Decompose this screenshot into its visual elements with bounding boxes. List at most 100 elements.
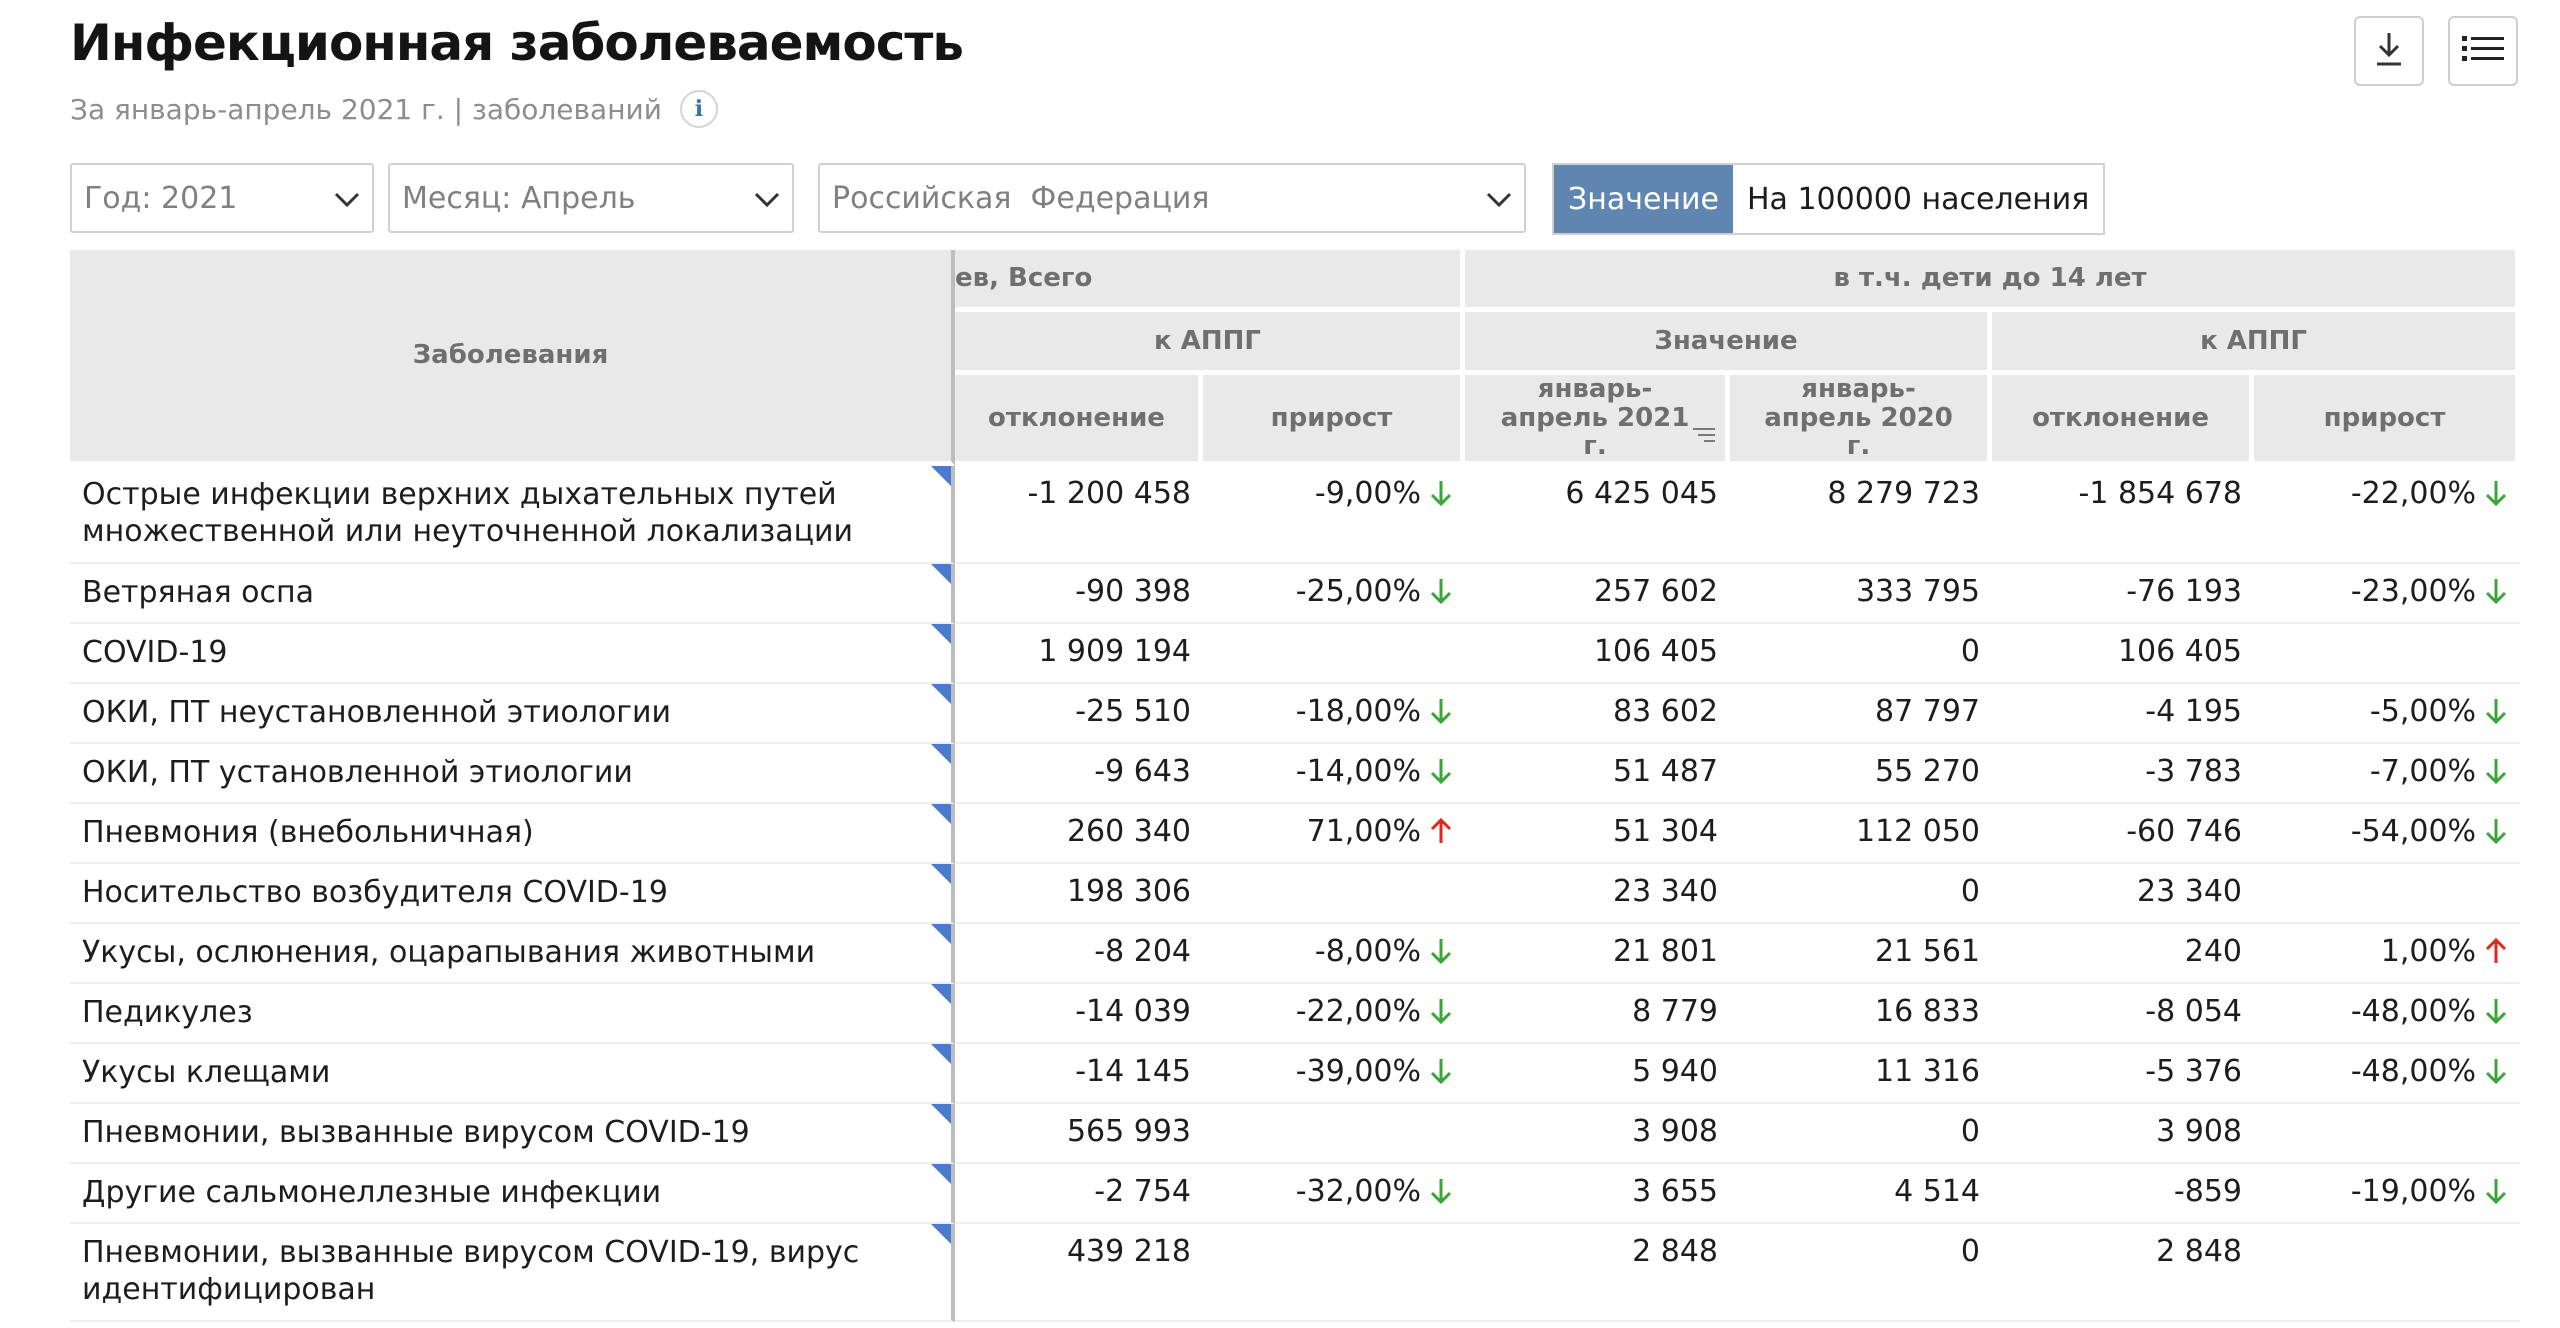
header-jan-apr-2021[interactable]: январь-апрель 2021 г. <box>1465 375 1731 466</box>
disease-table-container[interactable]: Заболевания ев, Всего в т.ч. дети до 14 … <box>70 250 2520 1328</box>
table-row[interactable]: Пневмонии, вызванные вирусом COVID-19 565… <box>70 1103 2520 1164</box>
sort-icon[interactable] <box>1693 422 1716 451</box>
growth-cell <box>1203 1224 1466 1322</box>
disease-name-cell[interactable]: Ветряная оспа <box>70 563 955 624</box>
growth-cell: -25,00% <box>1203 564 1466 624</box>
growth-cell <box>1203 624 1466 684</box>
arrow-down-icon <box>1429 577 1453 605</box>
value-2020-cell: 11 316 <box>1730 1044 1993 1104</box>
value-2020-cell: 21 561 <box>1730 924 1993 984</box>
deviation-children-cell: -859 <box>1992 1164 2255 1224</box>
arrow-down-icon <box>1429 1057 1453 1085</box>
disease-name-cell[interactable]: Пневмонии, вызванные вирусом COVID-19, в… <box>70 1223 955 1322</box>
growth-children-cell-value: -23,00% <box>2350 573 2477 609</box>
header-deviation-children[interactable]: отклонение <box>1992 375 2255 466</box>
growth-children-cell-value: -22,00% <box>2350 475 2477 511</box>
disease-name-cell[interactable]: Пневмония (внебольничная) <box>70 803 955 864</box>
month-select[interactable]: Месяц: Апрель <box>388 163 794 233</box>
value-2020-cell: 0 <box>1730 864 1993 924</box>
deviation-cell: -14 039 <box>955 984 1203 1044</box>
growth-cell: -32,00% <box>1203 1164 1466 1224</box>
growth-children-cell: -54,00% <box>2254 804 2520 864</box>
region-select[interactable]: Российская Федерация <box>818 163 1526 233</box>
table-row[interactable]: Носительство возбудителя COVID-19 198 306… <box>70 863 2520 924</box>
info-icon[interactable]: i <box>679 90 718 128</box>
region-select-value: Российская Федерация <box>832 180 1210 216</box>
deviation-cell: -8 204 <box>955 924 1203 984</box>
value-2020-cell: 333 795 <box>1730 564 1993 624</box>
arrow-down-icon <box>2484 577 2508 605</box>
deviation-cell: 260 340 <box>955 804 1203 864</box>
value-2021-cell: 8 779 <box>1465 984 1731 1044</box>
growth-cell-value: -32,00% <box>1295 1173 1422 1209</box>
arrow-down-icon <box>1429 937 1453 965</box>
table-row[interactable]: Укусы клещами -14 145 -39,00% 5 940 11 316 -5… <box>70 1043 2520 1104</box>
growth-children-cell: 1,00% <box>2254 924 2520 984</box>
toggle-per-capita-button[interactable]: На 100000 населения <box>1732 165 2104 233</box>
growth-cell-value: -9,00% <box>1314 475 1422 511</box>
table-row[interactable]: Пневмония (внебольничная) 260 340 71,00% 51… <box>70 803 2520 864</box>
value-mode-toggle[interactable]: Значение На 100000 населения <box>1552 163 2106 235</box>
deviation-cell: 198 306 <box>955 864 1203 924</box>
table-row[interactable]: Педикулез -14 039 -22,00% 8 779 16 833 -8 054… <box>70 983 2520 1044</box>
header-appg-children: к АППГ <box>1992 312 2520 375</box>
download-button[interactable] <box>2354 16 2424 86</box>
deviation-children-cell: 23 340 <box>1992 864 2255 924</box>
disease-name-cell[interactable]: ОКИ, ПТ неустановленной этиологии <box>70 683 955 744</box>
disease-table: Заболевания ев, Всего в т.ч. дети до 14 … <box>70 250 2520 1322</box>
value-2020-cell: 0 <box>1730 1224 1993 1322</box>
growth-children-cell: -22,00% <box>2254 466 2520 564</box>
header-group-children: в т.ч. дети до 14 лет <box>1465 250 2520 312</box>
growth-cell: -9,00% <box>1203 466 1466 564</box>
table-row[interactable]: Укусы, ослюнения, оцарапывания животными… <box>70 923 2520 984</box>
disease-name-cell[interactable]: Острые инфекции верхних дыхательных путе… <box>70 465 955 564</box>
header-jan-apr-2020[interactable]: январь-апрель 2020 г. <box>1730 375 1993 466</box>
table-row[interactable]: Другие сальмонеллезные инфекции -2 754 -32… <box>70 1163 2520 1224</box>
deviation-cell: -14 145 <box>955 1044 1203 1104</box>
value-2021-cell: 51 487 <box>1465 744 1731 804</box>
header-deviation[interactable]: отклонение <box>955 375 1203 466</box>
arrow-up-icon <box>2484 937 2508 965</box>
table-row[interactable]: ОКИ, ПТ неустановленной этиологии -25 510… <box>70 683 2520 744</box>
table-row[interactable]: Острые инфекции верхних дыхательных путе… <box>70 465 2520 564</box>
table-row[interactable]: Ветряная оспа -90 398 -25,00% 257 602 333 79… <box>70 563 2520 624</box>
deviation-children-cell: 3 908 <box>1992 1104 2255 1164</box>
arrow-down-icon <box>2484 697 2508 725</box>
value-2021-cell: 51 304 <box>1465 804 1731 864</box>
disease-name-cell[interactable]: Педикулез <box>70 983 955 1044</box>
growth-cell-value: 71,00% <box>1306 813 1422 849</box>
list-view-button[interactable] <box>2448 16 2518 86</box>
disease-name-cell[interactable]: Носительство возбудителя COVID-19 <box>70 863 955 924</box>
table-row[interactable]: COVID-19 1 909 194 106 405 0 106 405 <box>70 623 2520 684</box>
toggle-value-button[interactable]: Значение <box>1554 165 1733 233</box>
disease-name-cell[interactable]: Другие сальмонеллезные инфекции <box>70 1163 955 1224</box>
disease-name-cell[interactable]: Пневмонии, вызванные вирусом COVID-19 <box>70 1103 955 1164</box>
growth-cell: -39,00% <box>1203 1044 1466 1104</box>
growth-children-cell-value: -5,00% <box>2369 693 2477 729</box>
disease-name-cell[interactable]: Укусы, ослюнения, оцарапывания животными <box>70 923 955 984</box>
chevron-down-icon <box>754 181 780 216</box>
arrow-down-icon <box>2484 817 2508 845</box>
header-growth[interactable]: прирост <box>1203 375 1466 466</box>
deviation-children-cell: -5 376 <box>1992 1044 2255 1104</box>
deviation-children-cell: -3 783 <box>1992 744 2255 804</box>
header-value: Значение <box>1465 312 1993 375</box>
chevron-down-icon <box>334 181 360 216</box>
disease-name-cell[interactable]: Укусы клещами <box>70 1043 955 1104</box>
deviation-children-cell: -8 054 <box>1992 984 2255 1044</box>
value-2021-cell: 3 908 <box>1465 1104 1731 1164</box>
value-2021-cell: 257 602 <box>1465 564 1731 624</box>
growth-children-cell-value: -48,00% <box>2350 993 2477 1029</box>
table-row[interactable]: ОКИ, ПТ установленной этиологии -9 643 -14… <box>70 743 2520 804</box>
year-select[interactable]: Год: 2021 <box>70 163 374 233</box>
disease-name-cell[interactable]: ОКИ, ПТ установленной этиологии <box>70 743 955 804</box>
table-row[interactable]: Пневмонии, вызванные вирусом COVID-19, в… <box>70 1223 2520 1322</box>
header-growth-children[interactable]: прирост <box>2254 375 2520 466</box>
subtitle-text: За январь-апрель 2021 г. | заболеваний <box>70 92 662 126</box>
growth-cell: 71,00% <box>1203 804 1466 864</box>
deviation-children-cell: 240 <box>1992 924 2255 984</box>
value-2021-cell: 23 340 <box>1465 864 1731 924</box>
disease-name-cell[interactable]: COVID-19 <box>70 623 955 684</box>
value-2020-cell: 0 <box>1730 1104 1993 1164</box>
arrow-down-icon <box>1429 757 1453 785</box>
